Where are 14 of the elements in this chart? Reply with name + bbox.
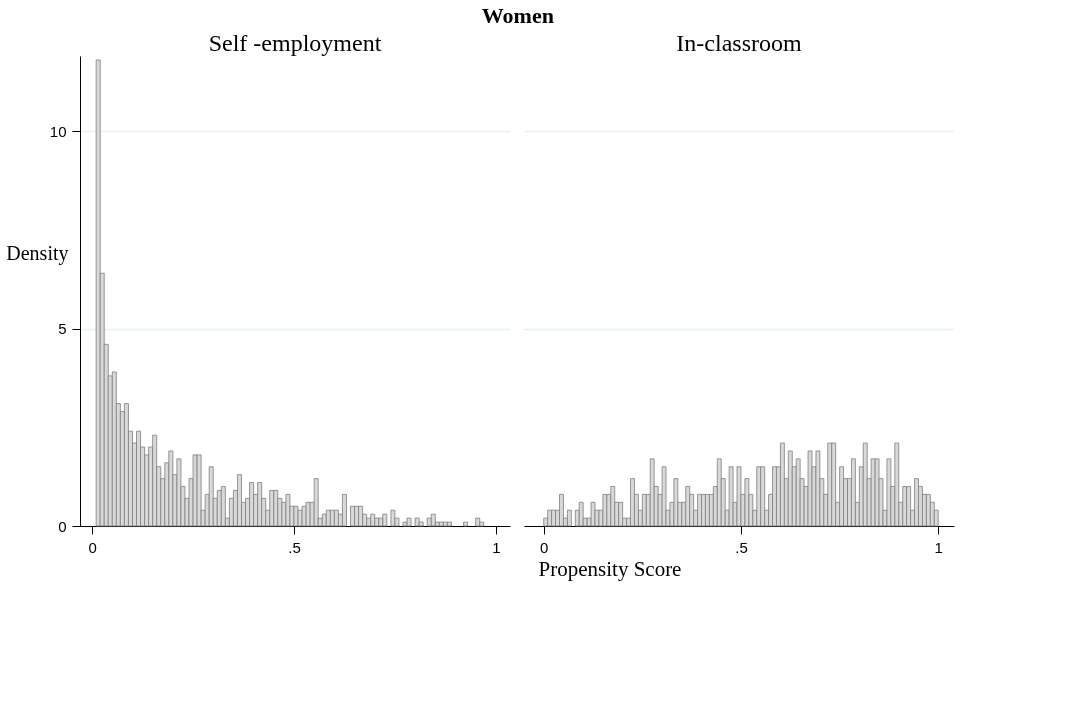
chart-title: In-classroom	[676, 30, 802, 56]
x-tick-label: 0	[540, 538, 549, 556]
text: Women	[481, 3, 554, 28]
x-axis-title: Propensity Score	[538, 557, 682, 581]
x-tick-label: 1	[492, 538, 501, 556]
y-axis-title: Density	[6, 241, 69, 265]
chart-title: Self -employment	[208, 30, 382, 56]
x-tick-label: 1	[934, 538, 943, 556]
y-tick-label: 5	[58, 320, 67, 338]
x-tick-label: .5	[288, 538, 301, 556]
x-tick-label: .5	[735, 538, 748, 556]
x-tick-label: 0	[88, 538, 97, 556]
y-tick-label: 10	[49, 122, 67, 140]
y-tick-label: 0	[58, 517, 67, 535]
